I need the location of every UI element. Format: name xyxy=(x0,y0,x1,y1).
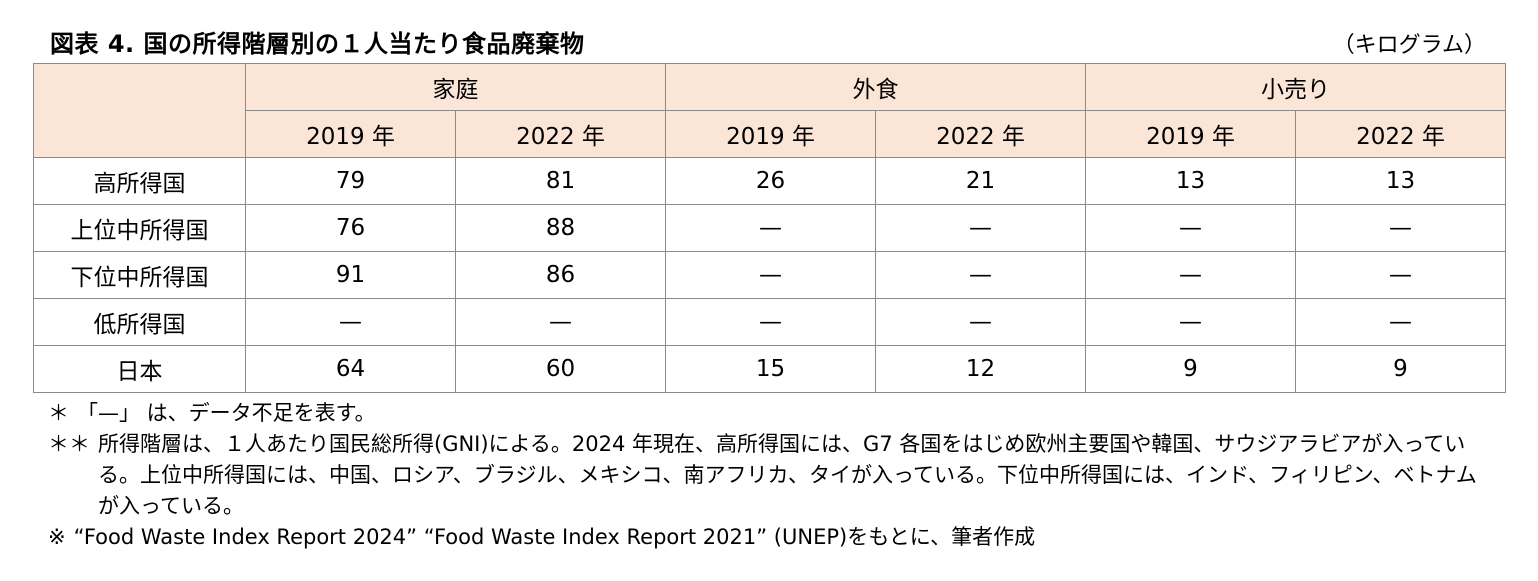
unit-label: （キログラム） xyxy=(1332,33,1486,58)
table-cell: 60 xyxy=(455,345,666,393)
year-header: 2019 年 xyxy=(245,110,456,158)
row-label: 下位中所得国 xyxy=(33,251,246,299)
footnote-income-classes: ＊＊ 所得階層は、１人あたり国民総所得(GNI)による。2024 年現在、高所得… xyxy=(48,429,1488,522)
group-header-row: 家庭 外食 小売り xyxy=(33,63,1506,158)
figure-title: 図表 4. 国の所得階層別の１人当たり食品廃棄物 xyxy=(50,30,585,58)
year-header: 2019 年 xyxy=(1085,110,1296,158)
table-row: 日本 64 60 15 12 9 9 xyxy=(33,345,1506,393)
table-cell: 86 xyxy=(455,251,666,299)
year-header: 2022 年 xyxy=(455,110,666,158)
table-cell: 64 xyxy=(245,345,456,393)
group-header-food-service: 外食 xyxy=(665,63,1086,111)
table-cell: — xyxy=(1295,251,1506,299)
footnote-source: ※ “Food Waste Index Report 2024” “Food W… xyxy=(48,522,1488,553)
table-cell: 12 xyxy=(875,345,1086,393)
footnote-text: 所得階層は、１人あたり国民総所得(GNI)による。2024 年現在、高所得国には… xyxy=(98,432,1477,518)
table-cell: — xyxy=(245,298,456,346)
year-header: 2019 年 xyxy=(665,110,876,158)
table-row: 下位中所得国 91 86 — — — — xyxy=(33,251,1506,299)
table-cell: — xyxy=(875,298,1086,346)
table-row: 低所得国 — — — — — — xyxy=(33,298,1506,346)
table-cell: — xyxy=(665,298,876,346)
footnote-mark: ※ xyxy=(48,525,66,549)
table-cell: — xyxy=(1085,251,1296,299)
table-cell: 9 xyxy=(1085,345,1296,393)
row-label: 上位中所得国 xyxy=(33,204,246,252)
table-row: 上位中所得国 76 88 — — — — xyxy=(33,204,1506,252)
row-label: 日本 xyxy=(33,345,246,393)
table-cell: 21 xyxy=(875,157,1086,205)
year-header: 2022 年 xyxy=(1295,110,1506,158)
table-cell: 26 xyxy=(665,157,876,205)
table-cell: — xyxy=(455,298,666,346)
table-cell: — xyxy=(665,204,876,252)
footnote-data-missing: ＊ 「—」 は、データ不足を表す。 xyxy=(48,398,1488,429)
footnotes: ＊ 「—」 は、データ不足を表す。 ＊＊ 所得階層は、１人あたり国民総所得(GN… xyxy=(48,398,1488,553)
table-cell: 15 xyxy=(665,345,876,393)
year-header-row: 2019 年 2022 年 2019 年 2022 年 2019 年 2022 … xyxy=(34,110,1506,158)
corner-cell xyxy=(33,63,246,158)
table-cell: 76 xyxy=(245,204,456,252)
table-cell: — xyxy=(875,251,1086,299)
table-cell: — xyxy=(1085,298,1296,346)
row-label: 低所得国 xyxy=(33,298,246,346)
row-label: 高所得国 xyxy=(33,157,246,205)
table-cell: 91 xyxy=(245,251,456,299)
table-cell: — xyxy=(1295,298,1506,346)
footnote-text: 「—」 は、データ不足を表す。 xyxy=(77,401,376,425)
table-cell: — xyxy=(1085,204,1296,252)
group-header-household: 家庭 xyxy=(245,63,666,111)
group-header-retail: 小売り xyxy=(1085,63,1506,111)
table-cell: 13 xyxy=(1085,157,1296,205)
table-cell: 81 xyxy=(455,157,666,205)
year-header: 2022 年 xyxy=(875,110,1086,158)
footnote-mark: ＊ xyxy=(48,401,69,425)
table-cell: 9 xyxy=(1295,345,1506,393)
table-cell: 13 xyxy=(1295,157,1506,205)
table-cell: — xyxy=(875,204,1086,252)
table-cell: — xyxy=(665,251,876,299)
footnote-mark: ＊＊ xyxy=(48,432,90,456)
food-waste-table: 家庭 外食 小売り 2019 年 2022 年 2019 年 2022 年 20… xyxy=(33,63,1506,393)
table-row: 高所得国 79 81 26 21 13 13 xyxy=(33,157,1506,205)
table-cell: 79 xyxy=(245,157,456,205)
table-cell: — xyxy=(1295,204,1506,252)
table-cell: 88 xyxy=(455,204,666,252)
footnote-text: “Food Waste Index Report 2024” “Food Was… xyxy=(73,525,1036,549)
